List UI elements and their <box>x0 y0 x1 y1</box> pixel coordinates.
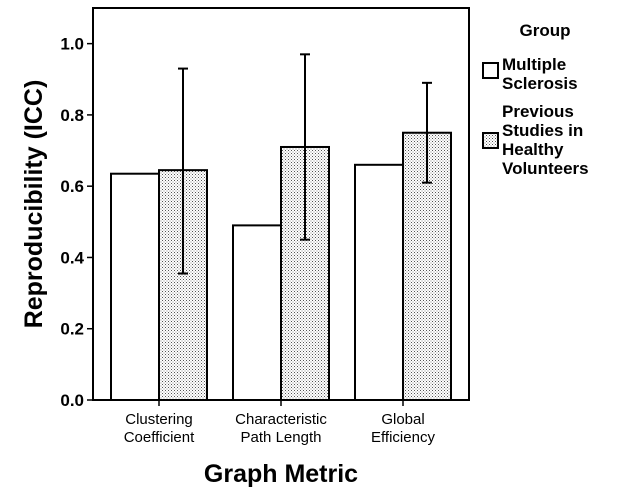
y-tick-label-3: 0.6 <box>60 177 84 196</box>
y-tick-label-5: 1.0 <box>60 35 84 54</box>
y-tick-label-0: 0.0 <box>60 391 84 410</box>
bar-series0-0 <box>110 172 160 401</box>
legend-swatch-1 <box>482 132 499 149</box>
y-tick-label-2: 0.4 <box>60 248 84 267</box>
y-tick-label-4: 0.8 <box>60 106 84 125</box>
y-tick-label-1: 0.2 <box>60 320 84 339</box>
x-tick-label-0: Clustering Coefficient <box>124 411 195 446</box>
legend-label-0: Multiple Sclerosis <box>502 55 578 93</box>
legend-title: Group <box>520 21 571 40</box>
legend-label-1: Previous Studies in Healthy Volunteers <box>502 102 589 178</box>
legend-swatch-0 <box>482 62 499 79</box>
x-axis-title: Graph Metric <box>204 460 358 488</box>
x-tick-label-2: Global Efficiency <box>371 411 435 446</box>
bar-series0-1 <box>232 224 282 401</box>
legend: Group Multiple Sclerosis Previous Studies in… <box>482 21 589 178</box>
bar-series0-2 <box>354 163 404 401</box>
x-tick-label-1: Characteristic Path Length <box>235 411 327 446</box>
y-axis-title: Reproducibility (ICC) <box>20 80 48 329</box>
plot-area: 0.0 0.2 0.4 0.6 0.8 1.0 Clustering Coefficient C… <box>20 7 470 488</box>
